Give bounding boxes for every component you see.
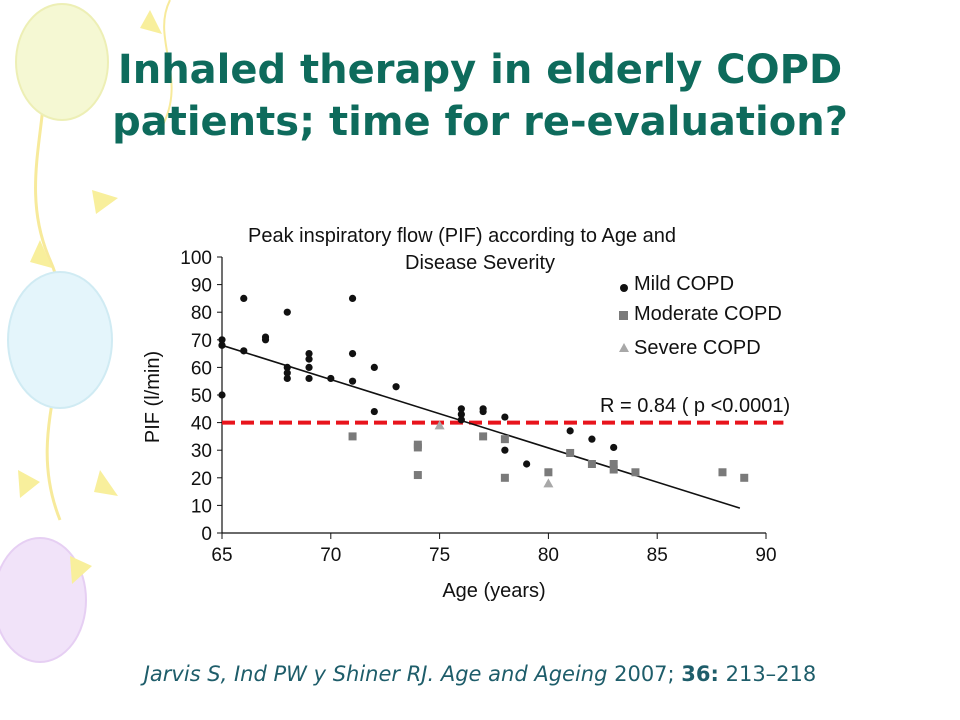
mild-copd-point (218, 336, 226, 344)
mild-copd-point (566, 427, 574, 435)
x-tick-label: 65 (211, 545, 232, 566)
y-tick-label: 50 (191, 386, 212, 407)
mild-copd-point (283, 308, 291, 316)
mild-copd-point (370, 363, 378, 371)
mild-copd-point (588, 435, 596, 443)
plot-area: 0 10 20 30 40 50 60 70 80 90 100 65 70 75 80 85 90 (180, 248, 784, 566)
confetti-4 (18, 470, 40, 498)
mild-copd-point (327, 374, 335, 383)
mild-copd-point (348, 294, 357, 302)
mild-copd-point (523, 460, 531, 468)
chart-title-line-2: Disease Severity (405, 252, 555, 274)
mild-copd-point (240, 294, 248, 302)
mild-copd-point (370, 407, 378, 416)
legend-marker-mild (620, 284, 628, 292)
y-tick-label: 0 (201, 524, 212, 545)
y-tick-label: 40 (191, 414, 212, 435)
slide-title: Inhaled therapy in elderly COPD patients… (112, 47, 848, 145)
y-tick-label: 30 (191, 441, 212, 462)
moderate-copd-point (413, 443, 422, 452)
x-tick-label: 75 (429, 545, 450, 566)
mild-copd-point (457, 410, 465, 418)
balloon-string-2 (159, 0, 173, 131)
mild-copd-point (348, 350, 357, 358)
legend-label-moderate: Moderate COPD (634, 303, 782, 325)
mild-copd-point (348, 377, 357, 385)
y-tick-label: 90 (191, 276, 212, 297)
y-tick-label: 100 (180, 248, 212, 269)
x-tick-label: 80 (538, 545, 559, 566)
mild-copd-point (501, 413, 509, 421)
mild-copd-point (283, 369, 291, 377)
citation-authors: Jarvis S, Ind PW y Shiner RJ. Age and Ag… (143, 662, 608, 686)
balloon-blue (7, 271, 113, 409)
chart-title-line-1: Peak inspiratory flow (PIF) according to… (248, 225, 676, 247)
citation: Jarvis S, Ind PW y Shiner RJ. Age and Ag… (0, 662, 960, 686)
moderate-copd-point (544, 468, 553, 477)
moderate-copd-point (609, 460, 618, 468)
confetti-6 (70, 556, 92, 584)
y-tick-label: 60 (191, 358, 212, 379)
citation-pages: 213–218 (718, 662, 817, 686)
confetti-3 (140, 10, 162, 34)
severe-copd-point (434, 420, 445, 430)
balloon-purple (0, 537, 87, 663)
mild-copd-point (305, 350, 313, 358)
mild-copd-point (261, 336, 270, 344)
x-tick-label: 90 (755, 545, 776, 566)
mild-copd-point (283, 363, 291, 371)
y-tick-label: 70 (191, 331, 212, 352)
mild-copd-point (240, 347, 248, 355)
mild-copd-point (479, 407, 487, 416)
moderate-copd-point (413, 471, 422, 480)
moderate-copd-point (631, 468, 640, 477)
mild-copd-point (457, 405, 465, 413)
mild-copd-point (610, 443, 618, 452)
legend-marker-moderate (619, 311, 628, 320)
mild-copd-point (305, 363, 313, 371)
mild-copd-point (283, 374, 291, 383)
moderate-copd-point (348, 432, 357, 441)
legend-label-mild: Mild COPD (634, 273, 734, 295)
x-tick-label: 85 (647, 545, 668, 566)
x-axis-label: Age (years) (442, 580, 545, 602)
moderate-copd-point (479, 432, 488, 441)
regression-line (221, 344, 741, 509)
y-tick-label: 10 (191, 496, 212, 517)
confetti-5 (94, 470, 118, 496)
legend-label-severe: Severe COPD (634, 337, 761, 359)
moderate-copd-point (609, 465, 618, 474)
mild-copd-point (218, 391, 226, 399)
y-axis-label: PIF (l/min) (142, 351, 164, 443)
moderate-copd-point (718, 468, 727, 477)
mild-copd-point (501, 446, 509, 454)
correlation-annotation: R = 0.84 ( p <0.0001) (600, 395, 790, 417)
chart-legend: Mild COPD Moderate COPD Severe COPD (619, 273, 782, 359)
moderate-copd-point (500, 435, 509, 444)
confetti-2 (30, 240, 52, 268)
citation-year: 2007; (607, 662, 682, 686)
legend-marker-severe (619, 343, 629, 352)
citation-volume: 36: (681, 662, 719, 686)
y-tick-label: 80 (191, 303, 212, 324)
mild-copd-point (457, 416, 465, 424)
moderate-copd-point (566, 448, 575, 457)
mild-copd-point (218, 341, 226, 349)
severe-copd-point (543, 478, 554, 488)
y-tick-label: 20 (191, 469, 212, 490)
balloon-yellow (15, 3, 109, 121)
mild-copd-point (305, 374, 313, 383)
moderate-copd-point (587, 460, 596, 468)
moderate-copd-point (500, 473, 509, 482)
mild-copd-point (392, 383, 400, 391)
x-tick-label: 70 (320, 545, 341, 566)
moderate-copd-point (740, 473, 749, 482)
mild-copd-point (305, 355, 313, 363)
confetti-1 (92, 190, 118, 214)
